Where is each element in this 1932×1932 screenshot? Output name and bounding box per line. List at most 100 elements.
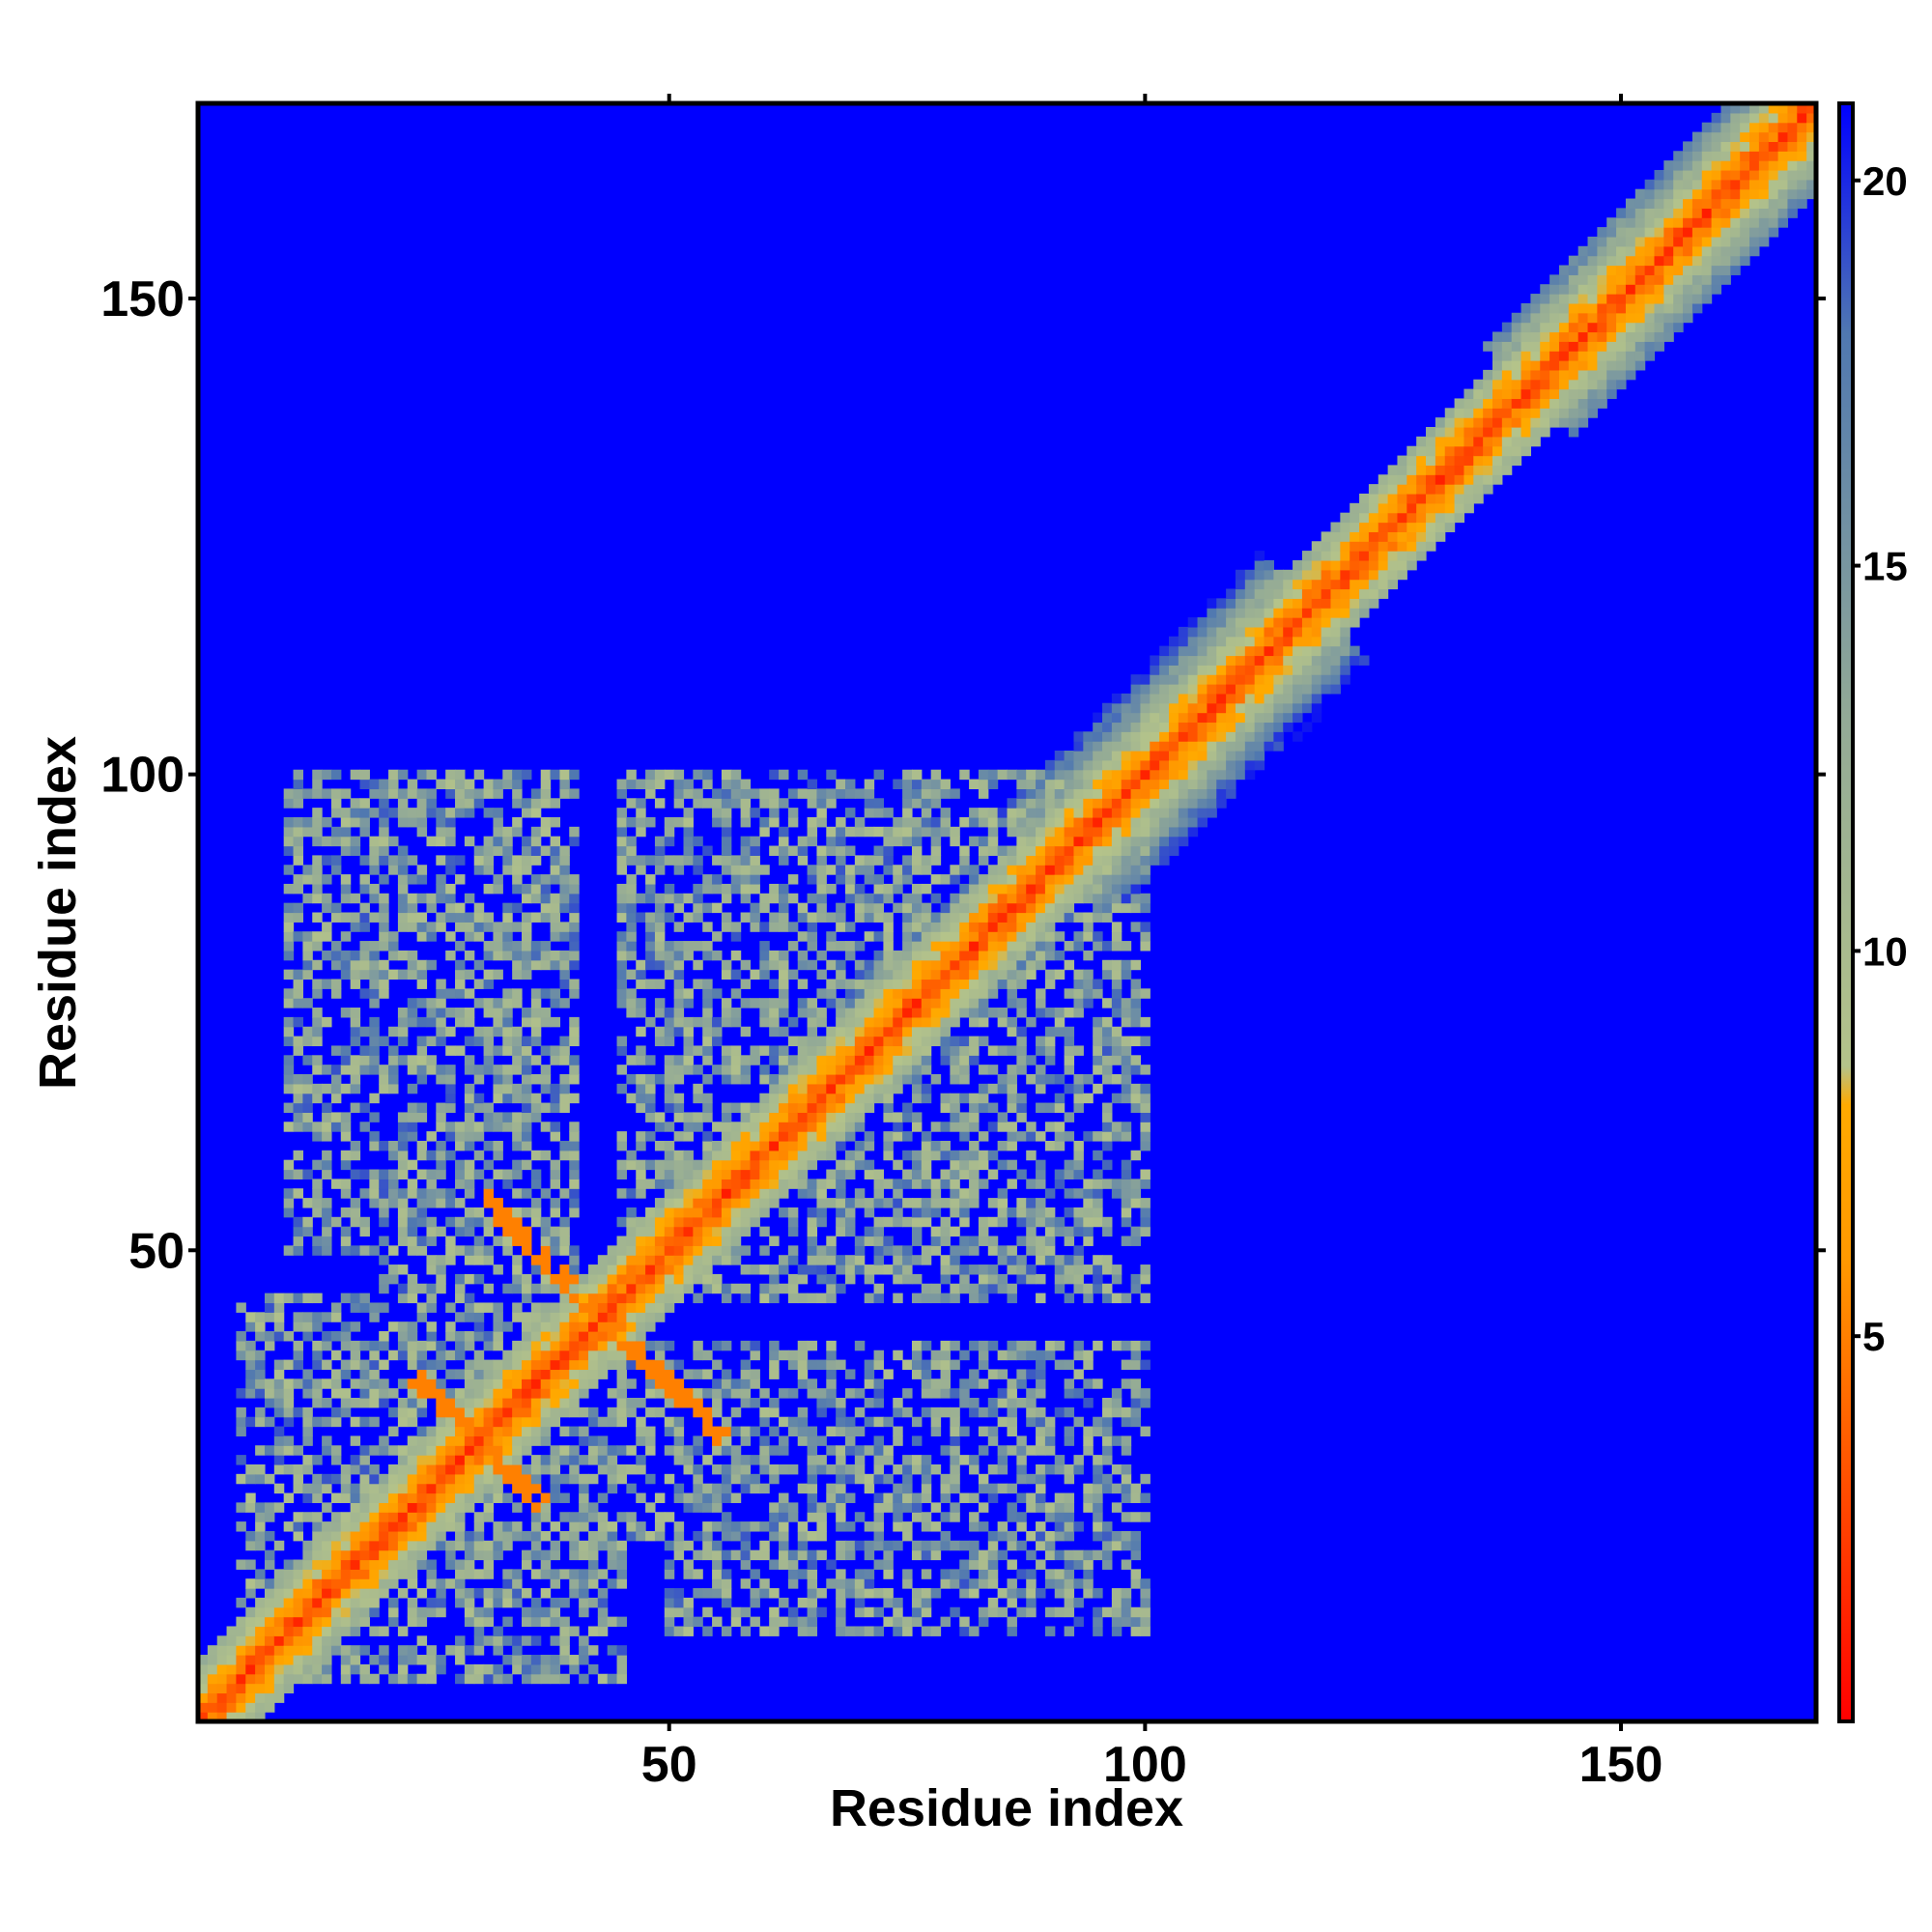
- heatmap-cell: [522, 1416, 532, 1428]
- heatmap-cell: [302, 1388, 313, 1399]
- heatmap-cell: [626, 855, 637, 866]
- heatmap-cell: [883, 922, 894, 932]
- heatmap-cell: [997, 941, 1009, 952]
- heatmap-cell: [1036, 1008, 1046, 1018]
- heatmap-cell: [787, 1159, 799, 1171]
- heatmap-cell: [426, 1264, 437, 1275]
- heatmap-cell: [1073, 1207, 1084, 1218]
- heatmap-cell: [473, 1645, 485, 1656]
- heatmap-cell: [664, 1150, 675, 1161]
- heatmap-cell: [359, 1045, 370, 1056]
- heatmap-cell: [807, 1122, 818, 1132]
- heatmap-cell: [264, 1616, 275, 1628]
- heatmap-cell: [455, 969, 466, 980]
- heatmap-cell: [816, 1293, 827, 1304]
- heatmap-cell: [530, 950, 542, 961]
- heatmap-cell: [969, 1549, 980, 1561]
- heatmap-cell: [836, 1122, 846, 1132]
- heatmap-cell: [921, 1455, 932, 1465]
- heatmap-cell: [1016, 1236, 1027, 1246]
- heatmap-cell: [721, 1188, 732, 1199]
- heatmap-cell: [350, 1578, 361, 1589]
- heatmap-cell: [864, 912, 875, 923]
- heatmap-cell: [540, 1606, 552, 1618]
- heatmap-cell: [1036, 1083, 1046, 1094]
- heatmap-cell: [264, 1445, 275, 1456]
- heatmap-cell: [1054, 1359, 1065, 1371]
- heatmap-cell: [407, 808, 418, 818]
- heatmap-cell: [455, 1426, 466, 1437]
- heatmap-cell: [987, 1369, 999, 1379]
- heatmap-cell: [911, 769, 923, 781]
- heatmap-cell: [1064, 836, 1075, 847]
- heatmap-cell: [550, 1663, 561, 1675]
- heatmap-cell: [416, 1188, 428, 1199]
- heatmap-cell: [569, 1378, 580, 1389]
- heatmap-cell: [712, 1150, 723, 1161]
- heatmap-cell: [436, 1112, 446, 1122]
- heatmap-cell: [330, 1216, 342, 1228]
- heatmap-cell: [540, 1588, 552, 1599]
- heatmap-cell: [473, 1569, 485, 1579]
- heatmap-cell: [550, 1340, 561, 1351]
- heatmap-cell: [816, 1388, 827, 1399]
- heatmap-cell: [283, 1626, 295, 1636]
- heatmap-cell: [893, 1065, 903, 1075]
- heatmap-cell: [493, 1626, 503, 1636]
- heatmap-cell: [359, 1645, 370, 1656]
- heatmap-cell: [950, 912, 960, 923]
- heatmap-cell: [397, 902, 409, 914]
- heatmap-cell: [436, 1283, 446, 1294]
- heatmap-cell: [873, 1216, 885, 1228]
- heatmap-cell: [293, 883, 303, 895]
- heatmap-cell: [569, 883, 580, 895]
- heatmap-cell: [854, 1255, 866, 1265]
- heatmap-cell: [978, 788, 989, 799]
- heatmap-cell: [522, 1188, 532, 1199]
- heatmap-cell: [302, 1673, 313, 1685]
- heatmap-cell: [959, 1112, 970, 1122]
- heatmap-cell: [512, 1065, 523, 1075]
- heatmap-cell: [616, 855, 627, 866]
- heatmap-cell: [1016, 769, 1027, 781]
- heatmap-cell: [816, 950, 827, 961]
- heatmap-cell: [1026, 1549, 1037, 1561]
- heatmap-cell: [1054, 1521, 1065, 1532]
- heatmap-cell: [1054, 1102, 1065, 1114]
- heatmap-cell: [826, 1255, 837, 1265]
- heatmap-cell: [1016, 931, 1027, 942]
- heatmap-cell: [693, 1569, 703, 1579]
- heatmap-cell: [730, 1492, 742, 1503]
- heatmap-cell: [721, 836, 732, 847]
- heatmap-cell: [283, 1083, 295, 1094]
- heatmap-cell: [283, 1026, 295, 1037]
- heatmap-cell: [379, 1083, 389, 1094]
- heatmap-cell: [473, 788, 485, 799]
- heatmap-cell: [493, 1302, 503, 1313]
- heatmap-cell: [587, 1540, 599, 1551]
- heatmap-cell: [330, 959, 342, 971]
- heatmap-cell: [455, 1540, 466, 1551]
- heatmap-cell: [950, 1502, 960, 1513]
- heatmap-cell: [636, 1312, 646, 1322]
- heatmap-cell: [836, 922, 846, 932]
- heatmap-cell: [483, 1635, 495, 1646]
- heatmap-cell: [826, 1236, 837, 1246]
- heatmap-cell: [436, 1188, 446, 1199]
- heatmap-cell: [302, 1435, 313, 1446]
- heatmap-cell: [436, 893, 446, 904]
- heatmap-cell: [464, 1616, 475, 1628]
- heatmap-cell: [969, 1369, 980, 1379]
- heatmap-cell: [379, 1074, 389, 1085]
- heatmap-cell: [493, 998, 503, 1009]
- heatmap-cell: [864, 1016, 875, 1028]
- heatmap-cell: [579, 1549, 589, 1561]
- heatmap-cell: [302, 1512, 313, 1522]
- heatmap-cell: [854, 826, 866, 838]
- heatmap-cell: [654, 798, 666, 809]
- heatmap-cell: [312, 1016, 323, 1028]
- heatmap-cell: [397, 1264, 409, 1275]
- heatmap-cell: [1016, 959, 1027, 971]
- heatmap-cell: [921, 1406, 932, 1418]
- heatmap-cell: [540, 1492, 552, 1503]
